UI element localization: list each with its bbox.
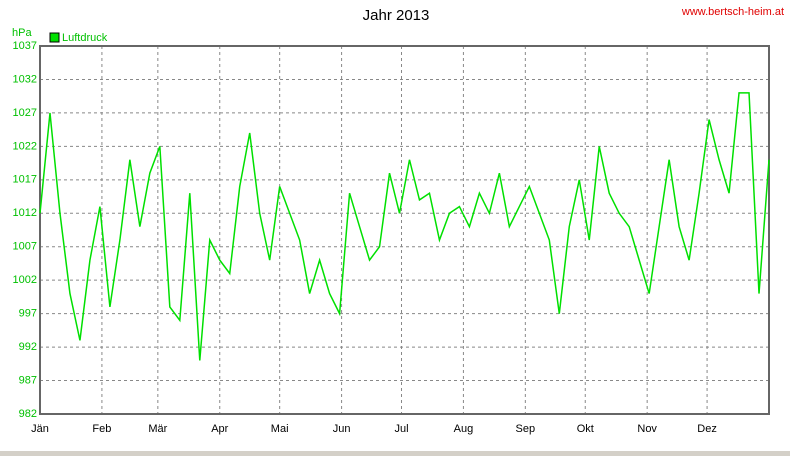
y-tick-label: 992: [19, 341, 37, 353]
x-tick-label: Aug: [454, 423, 474, 435]
x-tick-label: Okt: [577, 423, 594, 435]
status-bar: [0, 451, 790, 456]
y-tick-label: 997: [19, 308, 37, 320]
y-tick-label: 982: [19, 408, 37, 420]
x-tick-label: Mai: [271, 423, 289, 435]
y-tick-label: 987: [19, 374, 37, 386]
x-tick-label: Apr: [211, 423, 228, 435]
x-tick-label: Dez: [697, 423, 717, 435]
data-line: [39, 92, 770, 361]
y-tick-label: 1022: [13, 140, 37, 152]
source: www.bertsch-heim.at: [681, 6, 784, 18]
x-tick-label: Sep: [516, 423, 536, 435]
x-tick-label: Nov: [637, 423, 657, 435]
y-tick-label: 1032: [13, 73, 37, 85]
y-tick-label: 1027: [13, 107, 37, 119]
chart-title: Jahr 2013: [363, 7, 430, 24]
plot-frame: [39, 45, 770, 415]
legend-label: Luftdruck: [62, 32, 108, 44]
x-tick-label: Jän: [31, 423, 49, 435]
y-tick-label: 1012: [13, 207, 37, 219]
y-axis-label: hPa: [12, 27, 32, 39]
y-tick-label: 1017: [13, 174, 37, 186]
x-tick-label: Jul: [394, 423, 408, 435]
x-tick-label: Jun: [333, 423, 351, 435]
y-tick-label: 1002: [13, 274, 37, 286]
legend-swatch: [49, 32, 60, 43]
y-tick-label: 1007: [13, 241, 37, 253]
y-tick-label: 1037: [13, 40, 37, 52]
x-tick-label: Feb: [92, 423, 111, 435]
x-tick-label: Mär: [148, 423, 167, 435]
